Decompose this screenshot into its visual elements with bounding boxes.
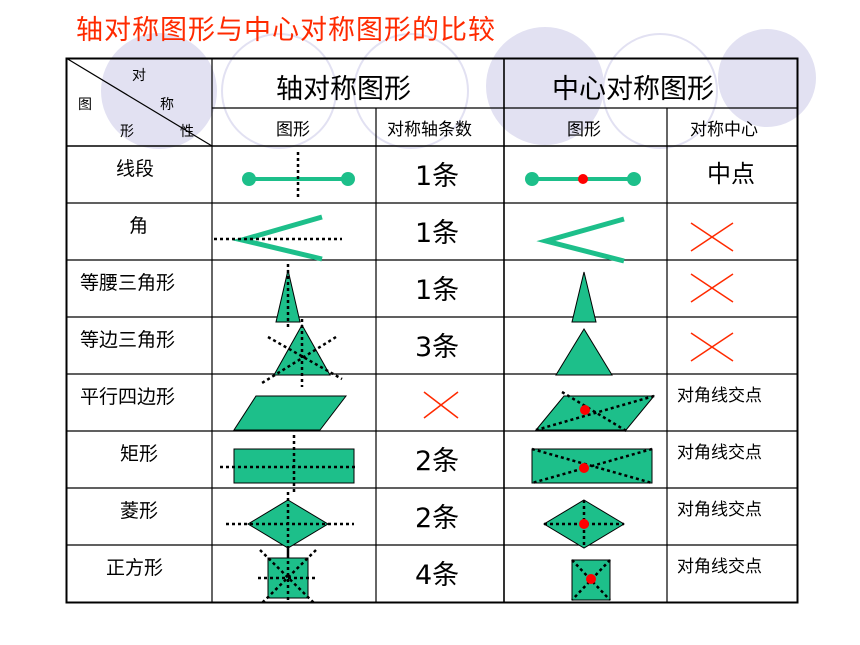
corner-label-top: 对 xyxy=(132,68,146,84)
page-title: 轴对称图形与中心对称图形的比较 xyxy=(76,15,496,46)
axis-count: 2条 xyxy=(415,503,460,534)
isosceles-triangle-axial-figure xyxy=(275,264,301,330)
corner-label-mid: 称 xyxy=(160,97,174,113)
corner-label-left: 图 xyxy=(78,97,92,113)
rectangle-central-figure xyxy=(531,447,653,485)
no-axis-cross-icon xyxy=(423,391,459,419)
header-axial-symmetry: 轴对称图形 xyxy=(276,74,411,105)
symmetry-center: 对角线交点 xyxy=(677,500,762,520)
rectangle-axial-figure xyxy=(220,435,358,493)
segment-axial-figure xyxy=(242,152,355,200)
no-center-cross-icon xyxy=(690,273,734,303)
col-axis-count: 对称轴条数 xyxy=(387,120,472,140)
parallelogram-central-figure xyxy=(534,390,656,434)
no-center-cross-icon xyxy=(690,222,734,252)
square-axial-figure xyxy=(258,549,318,604)
decor-circle xyxy=(221,33,337,149)
no-center-cross-icon xyxy=(690,332,734,362)
row-label: 等腰三角形 xyxy=(80,272,176,294)
corner-label-bottom-left: 形 xyxy=(120,124,134,140)
isosceles-triangle-central-figure xyxy=(571,271,597,323)
table-grid xyxy=(65,57,799,604)
row-label: 角 xyxy=(129,215,149,237)
row-label: 平行四边形 xyxy=(80,386,176,408)
header-central-symmetry: 中心对称图形 xyxy=(552,74,714,105)
rhombus-central-figure xyxy=(543,499,625,549)
equilateral-triangle-central-figure xyxy=(555,328,613,376)
row-label: 矩形 xyxy=(120,443,159,465)
segment-central-figure xyxy=(525,172,641,186)
symmetry-center: 对角线交点 xyxy=(677,557,762,577)
axis-count: 3条 xyxy=(415,332,460,363)
decor-circle xyxy=(486,27,604,145)
axis-count: 1条 xyxy=(415,218,460,249)
col-axial-shape: 图形 xyxy=(276,120,310,140)
decor-circle xyxy=(718,29,816,127)
angle-central-figure xyxy=(536,216,625,264)
rhombus-axial-figure xyxy=(226,492,354,558)
row-label: 线段 xyxy=(116,158,155,180)
axis-count: 4条 xyxy=(415,560,460,591)
row-label: 正方形 xyxy=(106,557,164,579)
symmetry-center: 对角线交点 xyxy=(677,386,762,406)
decor-circle xyxy=(602,33,718,149)
col-symmetry-center: 对称中心 xyxy=(690,120,758,140)
comparison-table: 对 图 称 形 性 轴对称图形 中心对称图形 图形 对称轴条数 图形 对称中心 … xyxy=(65,57,799,604)
decor-circle xyxy=(353,33,469,149)
axis-count: 1条 xyxy=(415,161,460,192)
angle-axial-figure xyxy=(214,214,342,262)
equilateral-triangle-axial-figure xyxy=(261,319,343,387)
row-label: 等边三角形 xyxy=(80,329,176,351)
corner-label-bottom-right: 性 xyxy=(180,124,194,140)
axis-count: 1条 xyxy=(415,275,460,306)
col-central-shape: 图形 xyxy=(567,120,601,140)
row-label: 菱形 xyxy=(120,500,159,522)
square-central-figure xyxy=(571,559,611,601)
symmetry-center: 对角线交点 xyxy=(677,443,762,463)
axis-count: 2条 xyxy=(415,446,460,477)
parallelogram-axial-figure xyxy=(233,395,348,431)
symmetry-center: 中点 xyxy=(707,160,755,188)
